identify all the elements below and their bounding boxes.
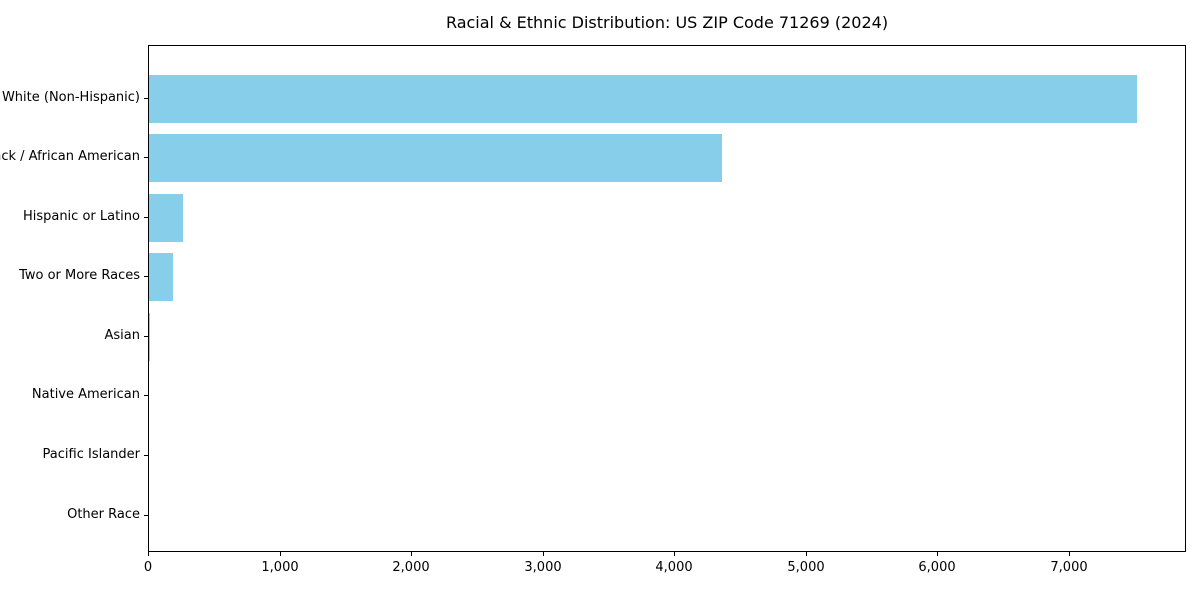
y-tick <box>144 336 148 337</box>
y-tick <box>144 98 148 99</box>
bar-hispanic-or-latino <box>149 193 184 242</box>
x-tick-label-5-000: 5,000 <box>787 560 825 575</box>
bar-asian <box>149 312 151 361</box>
x-tick-label-3-000: 3,000 <box>524 560 562 575</box>
plot-area <box>148 45 1186 552</box>
x-tick <box>1069 552 1070 556</box>
x-tick-label-4-000: 4,000 <box>655 560 693 575</box>
x-tick-label-1-000: 1,000 <box>261 560 299 575</box>
x-tick-label-6-000: 6,000 <box>918 560 956 575</box>
bar-two-or-more-races <box>149 253 174 302</box>
x-tick-label-0: 0 <box>143 560 153 575</box>
y-tick-label-white-non-hispanic: White (Non-Hispanic) <box>1 90 140 105</box>
x-tick <box>411 552 412 556</box>
y-tick <box>144 455 148 456</box>
x-tick <box>806 552 807 556</box>
y-tick-label-asian: Asian <box>104 328 140 343</box>
x-tick <box>674 552 675 556</box>
x-tick-label-2-000: 2,000 <box>392 560 430 575</box>
y-tick-label-two-or-more-races: Two or More Races <box>19 268 140 283</box>
y-tick-label-black-african-american: Black / African American <box>0 149 140 164</box>
y-tick <box>144 157 148 158</box>
x-tick <box>937 552 938 556</box>
bar-white-non-hispanic <box>149 74 1138 123</box>
y-tick-label-pacific-islander: Pacific Islander <box>42 447 140 462</box>
bar-black-african-american <box>149 134 722 183</box>
y-tick <box>144 217 148 218</box>
y-tick-label-other-race: Other Race <box>67 507 140 522</box>
y-tick-label-hispanic-or-latino: Hispanic or Latino <box>22 209 140 224</box>
y-tick <box>144 276 148 277</box>
y-tick <box>144 515 148 516</box>
x-tick-label-7-000: 7,000 <box>1050 560 1088 575</box>
x-tick <box>543 552 544 556</box>
y-tick <box>144 395 148 396</box>
x-tick <box>148 552 149 556</box>
chart-title: Racial & Ethnic Distribution: US ZIP Cod… <box>445 13 889 32</box>
x-tick <box>280 552 281 556</box>
y-tick-label-native-american: Native American <box>31 387 140 402</box>
